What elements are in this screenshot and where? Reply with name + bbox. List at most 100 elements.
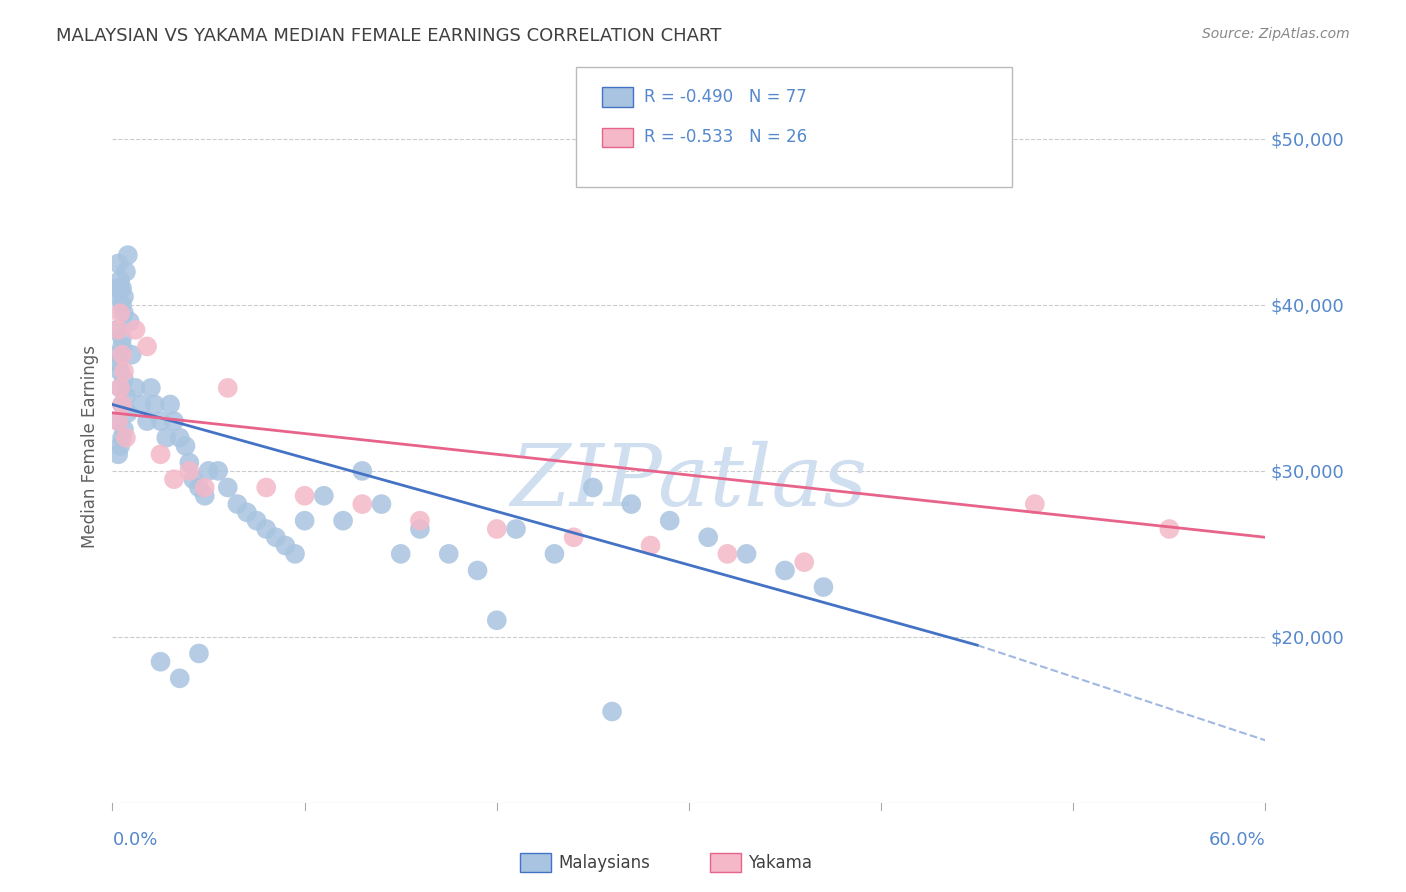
Point [254,481,277,495]
Text: Malaysians: Malaysians [558,854,650,871]
Point [107,447,129,461]
Point [284,547,307,561]
Point [620,497,643,511]
Text: 60.0%: 60.0% [1209,831,1265,849]
Point [179,456,201,470]
Point [107,348,129,362]
Point [409,514,432,528]
Point [117,248,139,262]
Point [149,414,172,428]
Point [505,522,527,536]
Point [640,539,662,553]
Point [108,381,131,395]
Text: R = -0.490   N = 77: R = -0.490 N = 77 [644,88,807,106]
Point [112,290,135,304]
Point [169,671,191,685]
Point [112,373,135,387]
Point [105,281,128,295]
Point [485,613,508,627]
Point [245,514,267,528]
Point [217,381,239,395]
Point [207,464,229,478]
Point [115,389,138,403]
Point [582,481,605,495]
Point [108,364,131,378]
Point [187,647,211,661]
Point [112,364,135,378]
Point [108,381,131,395]
Point [143,397,166,411]
Point [121,348,143,362]
Point [264,530,287,544]
Point [107,323,129,337]
Point [773,564,796,578]
Point [658,514,681,528]
Point [108,273,131,287]
Point [352,497,374,511]
Point [169,431,191,445]
Point [332,514,354,528]
Point [112,306,135,320]
Point [115,265,138,279]
Point [129,397,153,411]
Point [107,414,129,428]
Point [111,397,134,411]
Point [107,256,129,270]
Point [437,547,460,561]
Point [389,547,412,561]
Point [697,530,720,544]
Point [111,281,134,295]
Point [294,514,316,528]
Point [735,547,758,561]
Point [409,522,432,536]
Point [163,414,186,428]
Point [107,414,129,428]
Point [108,281,131,295]
Point [111,298,134,312]
Point [600,705,623,719]
Point [149,447,172,461]
Point [155,431,177,445]
Point [217,481,239,495]
Point [149,655,172,669]
Point [226,497,249,511]
Point [485,522,508,536]
Point [111,348,134,362]
Point [136,339,159,353]
Point [294,489,316,503]
Point [159,397,181,411]
Point [139,381,162,395]
Point [562,530,585,544]
Point [179,464,201,478]
Point [181,472,204,486]
Point [118,314,141,328]
Point [716,547,738,561]
Point [274,539,297,553]
Point [108,439,131,453]
Text: 0.0%: 0.0% [112,831,157,849]
Point [352,464,374,478]
Point [1024,497,1046,511]
Point [107,356,129,370]
Point [124,323,146,337]
Point [136,414,159,428]
Point [112,422,135,436]
Point [197,464,219,478]
Point [467,564,489,578]
Point [813,580,835,594]
Point [187,481,211,495]
Point [543,547,565,561]
Point [105,323,128,337]
Point [111,431,134,445]
Point [236,505,259,519]
Point [124,381,146,395]
Point [254,522,277,536]
Text: ZIPatlas: ZIPatlas [510,441,868,523]
Point [111,331,134,345]
Point [174,439,197,453]
Point [111,339,134,353]
Text: Yakama: Yakama [748,854,813,871]
Point [312,489,335,503]
Y-axis label: Median Female Earnings: Median Female Earnings [80,344,98,548]
Point [793,555,815,569]
